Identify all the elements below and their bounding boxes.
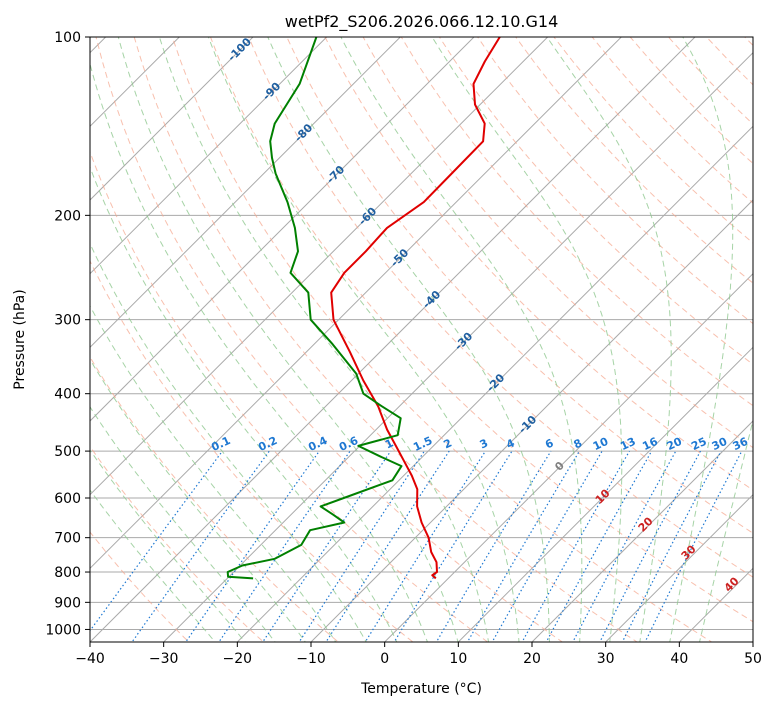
moist-adiabat-32 <box>431 37 623 642</box>
y-tick-label-3: 400 <box>54 387 81 403</box>
moist-adiabat-0 <box>90 242 367 642</box>
mixing-ratio-line-15 <box>599 450 702 642</box>
isotherm--110 <box>90 37 181 128</box>
y-tick-label-1: 200 <box>54 208 81 224</box>
moist-adiabat-20 <box>207 37 520 642</box>
isotherm--20 <box>236 125 753 642</box>
moist-adiabat-40 <box>669 37 734 642</box>
mixing-ratio-label-16: 30 <box>710 435 730 453</box>
mixing-ratio-line-8 <box>393 450 513 642</box>
mixing-ratio-line-11 <box>491 450 603 642</box>
mixing-ratio-line-7 <box>364 450 486 642</box>
x-tick-label-5: 10 <box>449 651 467 667</box>
isotherm--90 <box>90 37 328 275</box>
mixing-ratio-line-9 <box>435 450 552 642</box>
mixing-ratio-line-3 <box>218 450 351 642</box>
mixing-ratio-line-5 <box>298 450 425 642</box>
dry-adiabat-40 <box>171 37 713 642</box>
dry-adiabat-70 <box>286 37 753 534</box>
plot-background <box>90 37 753 642</box>
x-tick-label-3: −10 <box>296 651 326 667</box>
mixing-ratio-line-13 <box>545 450 653 642</box>
moist-adiabat--16 <box>90 449 246 642</box>
mixing-ratio-line-10 <box>466 450 580 642</box>
y-tick-label-2: 300 <box>54 313 81 329</box>
moist-adiabat-24 <box>267 37 550 642</box>
y-tick-label-4: 500 <box>54 444 81 460</box>
y-tick-label-9: 1000 <box>45 622 81 638</box>
isotherm--30 <box>162 51 753 642</box>
x-tick-label-7: 30 <box>597 651 615 667</box>
dry-adiabat--30 <box>90 531 190 642</box>
moist-adiabat-16 <box>158 37 490 642</box>
y-tick-label-7: 800 <box>54 565 81 581</box>
mixing-ratio-line-6 <box>325 450 450 642</box>
isotherm-30 <box>604 493 753 642</box>
mixing-ratio-line-14 <box>572 450 677 642</box>
mixing-ratio-label-11: 10 <box>591 435 611 453</box>
isotherm--70 <box>90 37 475 422</box>
x-tick-label-8: 40 <box>670 651 688 667</box>
dry-adiabat-80 <box>324 37 753 491</box>
dry-adiabat-130 <box>515 37 753 284</box>
x-tick-label-6: 20 <box>523 651 541 667</box>
mixing-ratio-label-14: 20 <box>665 435 685 453</box>
y-tick-label-6: 700 <box>54 531 81 547</box>
y-tick-label-5: 600 <box>54 491 81 507</box>
background-lines <box>90 37 753 642</box>
dry-adiabat-10 <box>90 150 489 642</box>
dry-adiabat-20 <box>95 37 564 642</box>
mixing-ratio-label-12: 13 <box>618 435 637 453</box>
moist-adiabat-4 <box>90 165 398 642</box>
moist-adiabat-12 <box>117 37 459 642</box>
axis-ticks: −40 −30 −20 −10 0 10 20 30 40 50 100 200 300 400 500 60… <box>45 30 762 667</box>
moist-adiabat--20 <box>90 489 216 642</box>
dry-adiabat-90 <box>362 37 753 449</box>
moist-adiabat--4 <box>90 305 337 642</box>
moist-adiabat-28 <box>340 37 583 642</box>
x-tick-label-9: 50 <box>744 651 762 667</box>
x-axis-label: Temperature (°C) <box>360 681 482 697</box>
mixing-ratio-label-17: 36 <box>731 435 751 453</box>
dry-adiabat-30 <box>133 37 638 642</box>
plot-frame <box>89 36 754 643</box>
dry-adiabat-0 <box>90 259 414 642</box>
x-tick-label-2: −20 <box>223 651 253 667</box>
x-tick-label-4: 0 <box>380 651 389 667</box>
dry-adiabat--10 <box>90 356 339 642</box>
dry-adiabat-60 <box>248 37 753 578</box>
isotherm-10 <box>457 346 753 642</box>
y-tick-label-8: 900 <box>54 595 81 611</box>
isotherm--40 <box>90 37 696 642</box>
dry-adiabat-50 <box>209 37 753 623</box>
isotherm--80 <box>90 37 402 349</box>
isotherm-0 <box>383 272 753 642</box>
y-tick-label-0: 100 <box>54 30 81 46</box>
mixing-ratio-label-13: 16 <box>640 435 660 453</box>
isotherm--50 <box>90 37 623 570</box>
isotherm--60 <box>90 37 549 496</box>
mixing-ratio-label-15: 25 <box>689 435 708 453</box>
moist-adiabat--12 <box>90 405 276 642</box>
x-tick-label-0: −40 <box>75 651 105 667</box>
moist-adiabat-44 <box>699 418 753 642</box>
mixing-ratio-line-1 <box>131 450 270 642</box>
dry-adiabat--20 <box>90 445 265 642</box>
moist-adiabat--8 <box>90 358 306 642</box>
mixing-ratio-line-4 <box>262 450 392 642</box>
chart-title: wetPf2_S206.2026.066.12.10.G14 <box>285 12 559 32</box>
isotherm-20 <box>531 420 753 642</box>
isotherm--10 <box>310 199 753 642</box>
dewpoint-line <box>226 37 403 580</box>
data-series <box>226 37 501 580</box>
moist-adiabat-36 <box>546 37 672 642</box>
isotherm--100 <box>90 37 254 201</box>
x-tick-label-1: −30 <box>149 651 179 667</box>
y-axis-label: Pressure (hPa) <box>12 289 28 389</box>
moist-adiabat-8 <box>90 62 428 642</box>
temperature-line <box>330 37 501 580</box>
